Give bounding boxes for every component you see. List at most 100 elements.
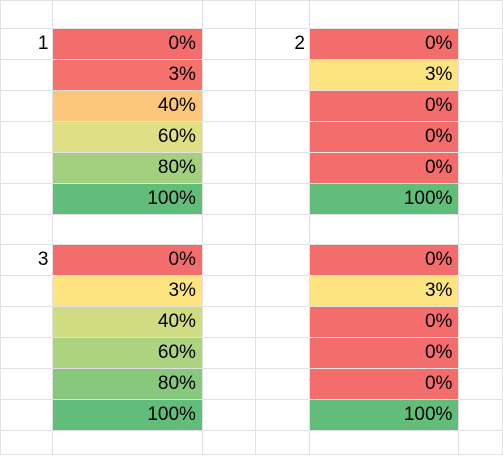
cell-c14[interactable]: [201, 399, 256, 431]
cell-e12[interactable]: 0%: [308, 337, 460, 369]
cell-d15[interactable]: [254, 430, 310, 455]
cell-c1[interactable]: [201, 0, 256, 29]
cell-c10[interactable]: [201, 275, 256, 307]
cell-b12[interactable]: 60%: [52, 337, 203, 369]
cell-d4[interactable]: [254, 90, 310, 122]
sheet-row: 40% 0%: [0, 306, 503, 338]
cell-d7[interactable]: [254, 183, 310, 215]
cell-b7[interactable]: 100%: [52, 183, 203, 215]
sheet-row: [0, 0, 503, 29]
cell-a10[interactable]: [0, 275, 54, 307]
cell-a11[interactable]: [0, 306, 54, 338]
cell-f11[interactable]: [458, 306, 503, 338]
cell-f13[interactable]: [458, 368, 503, 400]
cell-a7[interactable]: [0, 183, 54, 215]
cell-f1[interactable]: [458, 0, 503, 29]
cell-a4[interactable]: [0, 90, 54, 122]
cell-a13[interactable]: [0, 368, 54, 400]
cell-f14[interactable]: [458, 399, 503, 431]
cell-c12[interactable]: [201, 337, 256, 369]
sheet-row: 60% 0%: [0, 337, 503, 369]
cell-f12[interactable]: [458, 337, 503, 369]
cell-b14[interactable]: 100%: [52, 399, 203, 431]
cell-a14[interactable]: [0, 399, 54, 431]
sheet-row: 100% 100%: [0, 399, 503, 431]
cell-c4[interactable]: [201, 90, 256, 122]
cell-e2[interactable]: 0%: [308, 28, 460, 60]
cell-d10[interactable]: [254, 275, 310, 307]
cell-a9[interactable]: 3: [0, 244, 54, 276]
cell-b15[interactable]: [52, 430, 203, 455]
cell-e14[interactable]: 100%: [308, 399, 460, 431]
cell-d9[interactable]: [254, 244, 310, 276]
cell-a8[interactable]: [0, 214, 54, 245]
cell-c5[interactable]: [201, 121, 256, 153]
cell-d2[interactable]: 2: [254, 28, 310, 60]
cell-e3[interactable]: 3%: [308, 59, 460, 91]
cell-e10[interactable]: 3%: [308, 275, 460, 307]
cell-c15[interactable]: [201, 430, 256, 455]
cell-a2[interactable]: 1: [0, 28, 54, 60]
cell-c13[interactable]: [201, 368, 256, 400]
cell-e8[interactable]: [308, 214, 460, 245]
cell-f3[interactable]: [458, 59, 503, 91]
cell-e6[interactable]: 0%: [308, 152, 460, 184]
cell-b11[interactable]: 40%: [52, 306, 203, 338]
cell-b2[interactable]: 0%: [52, 28, 203, 60]
cell-f7[interactable]: [458, 183, 503, 215]
cell-f8[interactable]: [458, 214, 503, 245]
cell-b10[interactable]: 3%: [52, 275, 203, 307]
cell-a6[interactable]: [0, 152, 54, 184]
cell-f2[interactable]: [458, 28, 503, 60]
sheet-row: 80% 0%: [0, 152, 503, 184]
sheet-row: 3% 3%: [0, 59, 503, 91]
cell-f4[interactable]: [458, 90, 503, 122]
cell-c8[interactable]: [201, 214, 256, 245]
cell-e11[interactable]: 0%: [308, 306, 460, 338]
cell-e7[interactable]: 100%: [308, 183, 460, 215]
cell-e13[interactable]: 0%: [308, 368, 460, 400]
cell-e4[interactable]: 0%: [308, 90, 460, 122]
cell-c9[interactable]: [201, 244, 256, 276]
cell-d11[interactable]: [254, 306, 310, 338]
cell-d8[interactable]: [254, 214, 310, 245]
cell-b5[interactable]: 60%: [52, 121, 203, 153]
cell-f9[interactable]: [458, 244, 503, 276]
cell-b9[interactable]: 0%: [52, 244, 203, 276]
cell-a1[interactable]: [0, 0, 54, 29]
cell-f5[interactable]: [458, 121, 503, 153]
cell-d12[interactable]: [254, 337, 310, 369]
cell-a12[interactable]: [0, 337, 54, 369]
cell-c7[interactable]: [201, 183, 256, 215]
cell-e9[interactable]: 0%: [308, 244, 460, 276]
cell-c2[interactable]: [201, 28, 256, 60]
cell-b13[interactable]: 80%: [52, 368, 203, 400]
cell-b3[interactable]: 3%: [52, 59, 203, 91]
sheet-row: 80% 0%: [0, 368, 503, 400]
cell-f10[interactable]: [458, 275, 503, 307]
cell-b1[interactable]: [52, 0, 203, 29]
cell-d5[interactable]: [254, 121, 310, 153]
cell-d13[interactable]: [254, 368, 310, 400]
cell-f6[interactable]: [458, 152, 503, 184]
cell-e1[interactable]: [308, 0, 460, 29]
cell-d3[interactable]: [254, 59, 310, 91]
sheet-row: 100% 100%: [0, 183, 503, 215]
cell-a5[interactable]: [0, 121, 54, 153]
cell-e15[interactable]: [308, 430, 460, 455]
cell-a3[interactable]: [0, 59, 54, 91]
cell-b6[interactable]: 80%: [52, 152, 203, 184]
cell-a15[interactable]: [0, 430, 54, 455]
cell-f15[interactable]: [458, 430, 503, 455]
cell-d1[interactable]: [254, 0, 310, 29]
cell-e5[interactable]: 0%: [308, 121, 460, 153]
cell-d14[interactable]: [254, 399, 310, 431]
cell-d6[interactable]: [254, 152, 310, 184]
cell-b4[interactable]: 40%: [52, 90, 203, 122]
cell-c6[interactable]: [201, 152, 256, 184]
cell-c3[interactable]: [201, 59, 256, 91]
cell-c11[interactable]: [201, 306, 256, 338]
cell-b8[interactable]: [52, 214, 203, 245]
